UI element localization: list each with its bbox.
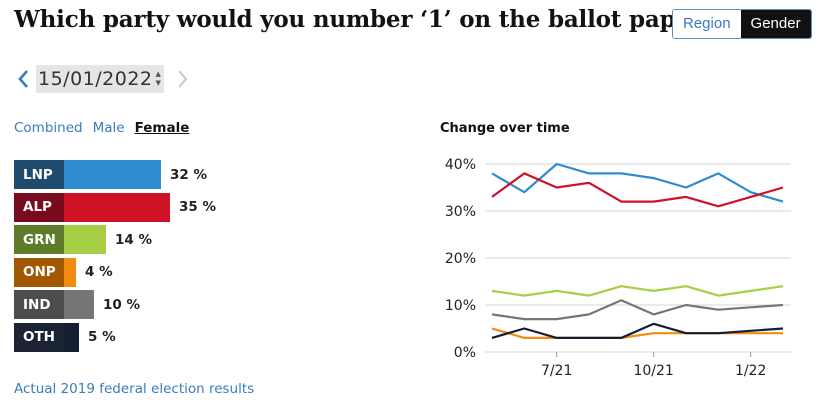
party-value-oth: 5 % [88,329,116,345]
date-value: 15/01/2022 [38,68,153,90]
party-bar-grn [64,225,106,254]
party-value-onp: 4 % [85,264,113,280]
party-label-ind: IND [14,290,64,319]
party-bar-onp [64,257,76,287]
party-row-lnp: LNP 32 % [14,160,207,189]
x-tick-label: 1/22 [735,363,766,379]
date-navigator: 15/01/2022 ▲ ▼ [14,64,192,94]
chevron-right-icon [178,70,188,88]
trend-chart-title: Change over time [440,121,570,136]
view-toggle: Region Gender [672,9,812,39]
spin-down-icon[interactable]: ▼ [155,79,161,87]
series-line-3 [491,299,784,321]
party-row-ind: IND 10 % [14,290,140,319]
party-bar-oth [64,322,79,352]
y-tick-label: 40% [445,157,476,173]
series-line-0 [491,162,784,203]
party-label-onp: ONP [14,257,64,287]
x-tick-label: 7/21 [541,363,572,379]
party-value-ind: 10 % [103,296,141,313]
party-label-oth: OTH [14,322,64,352]
party-row-onp: ONP 4 % [14,257,113,287]
party-bar-ind [64,290,94,319]
party-value-alp: 35 % [179,199,217,215]
party-row-alp: ALP 35 % [14,192,217,222]
date-picker[interactable]: 15/01/2022 ▲ ▼ [36,65,164,93]
y-tick-label: 10% [445,298,476,314]
party-bar-lnp [64,160,161,189]
series-line-2 [491,285,784,297]
party-label-grn: GRN [14,225,64,254]
party-label-lnp: LNP [14,160,64,189]
y-tick-label: 0% [454,345,476,361]
y-tick-label: 30% [445,204,476,220]
party-value-grn: 14 % [115,231,153,248]
party-row-oth: OTH 5 % [14,322,116,352]
series-line-5 [491,322,784,339]
party-bar-alp [64,192,170,222]
party-label-alp: ALP [14,192,64,222]
party-value-lnp: 32 % [170,166,208,183]
party-row-grn: GRN 14 % [14,225,152,254]
gender-toggle-button[interactable]: Gender [740,10,811,38]
trend-line-chart: 0% 10% 20% 30% 40% 7/21 10/21 1/22 [445,157,791,379]
series-line-1 [491,172,784,208]
spin-up-icon[interactable]: ▲ [155,70,161,78]
gender-filter: Combined Male Female [14,120,189,136]
page-title: Which party would you number ‘1’ on the … [14,6,716,33]
region-toggle-button[interactable]: Region [673,10,741,38]
series-line-4 [491,327,783,339]
filter-female[interactable]: Female [134,120,190,136]
chevron-left-icon [18,70,28,88]
filter-male[interactable]: Male [92,120,125,136]
previous-date-button[interactable] [14,64,34,94]
x-tick-label: 10/21 [633,363,673,379]
date-spinner[interactable]: ▲ ▼ [156,70,161,88]
y-tick-label: 20% [445,251,476,267]
election-results-link[interactable]: Actual 2019 federal election results [14,381,255,397]
filter-combined[interactable]: Combined [14,120,83,136]
next-date-button[interactable] [172,64,192,94]
